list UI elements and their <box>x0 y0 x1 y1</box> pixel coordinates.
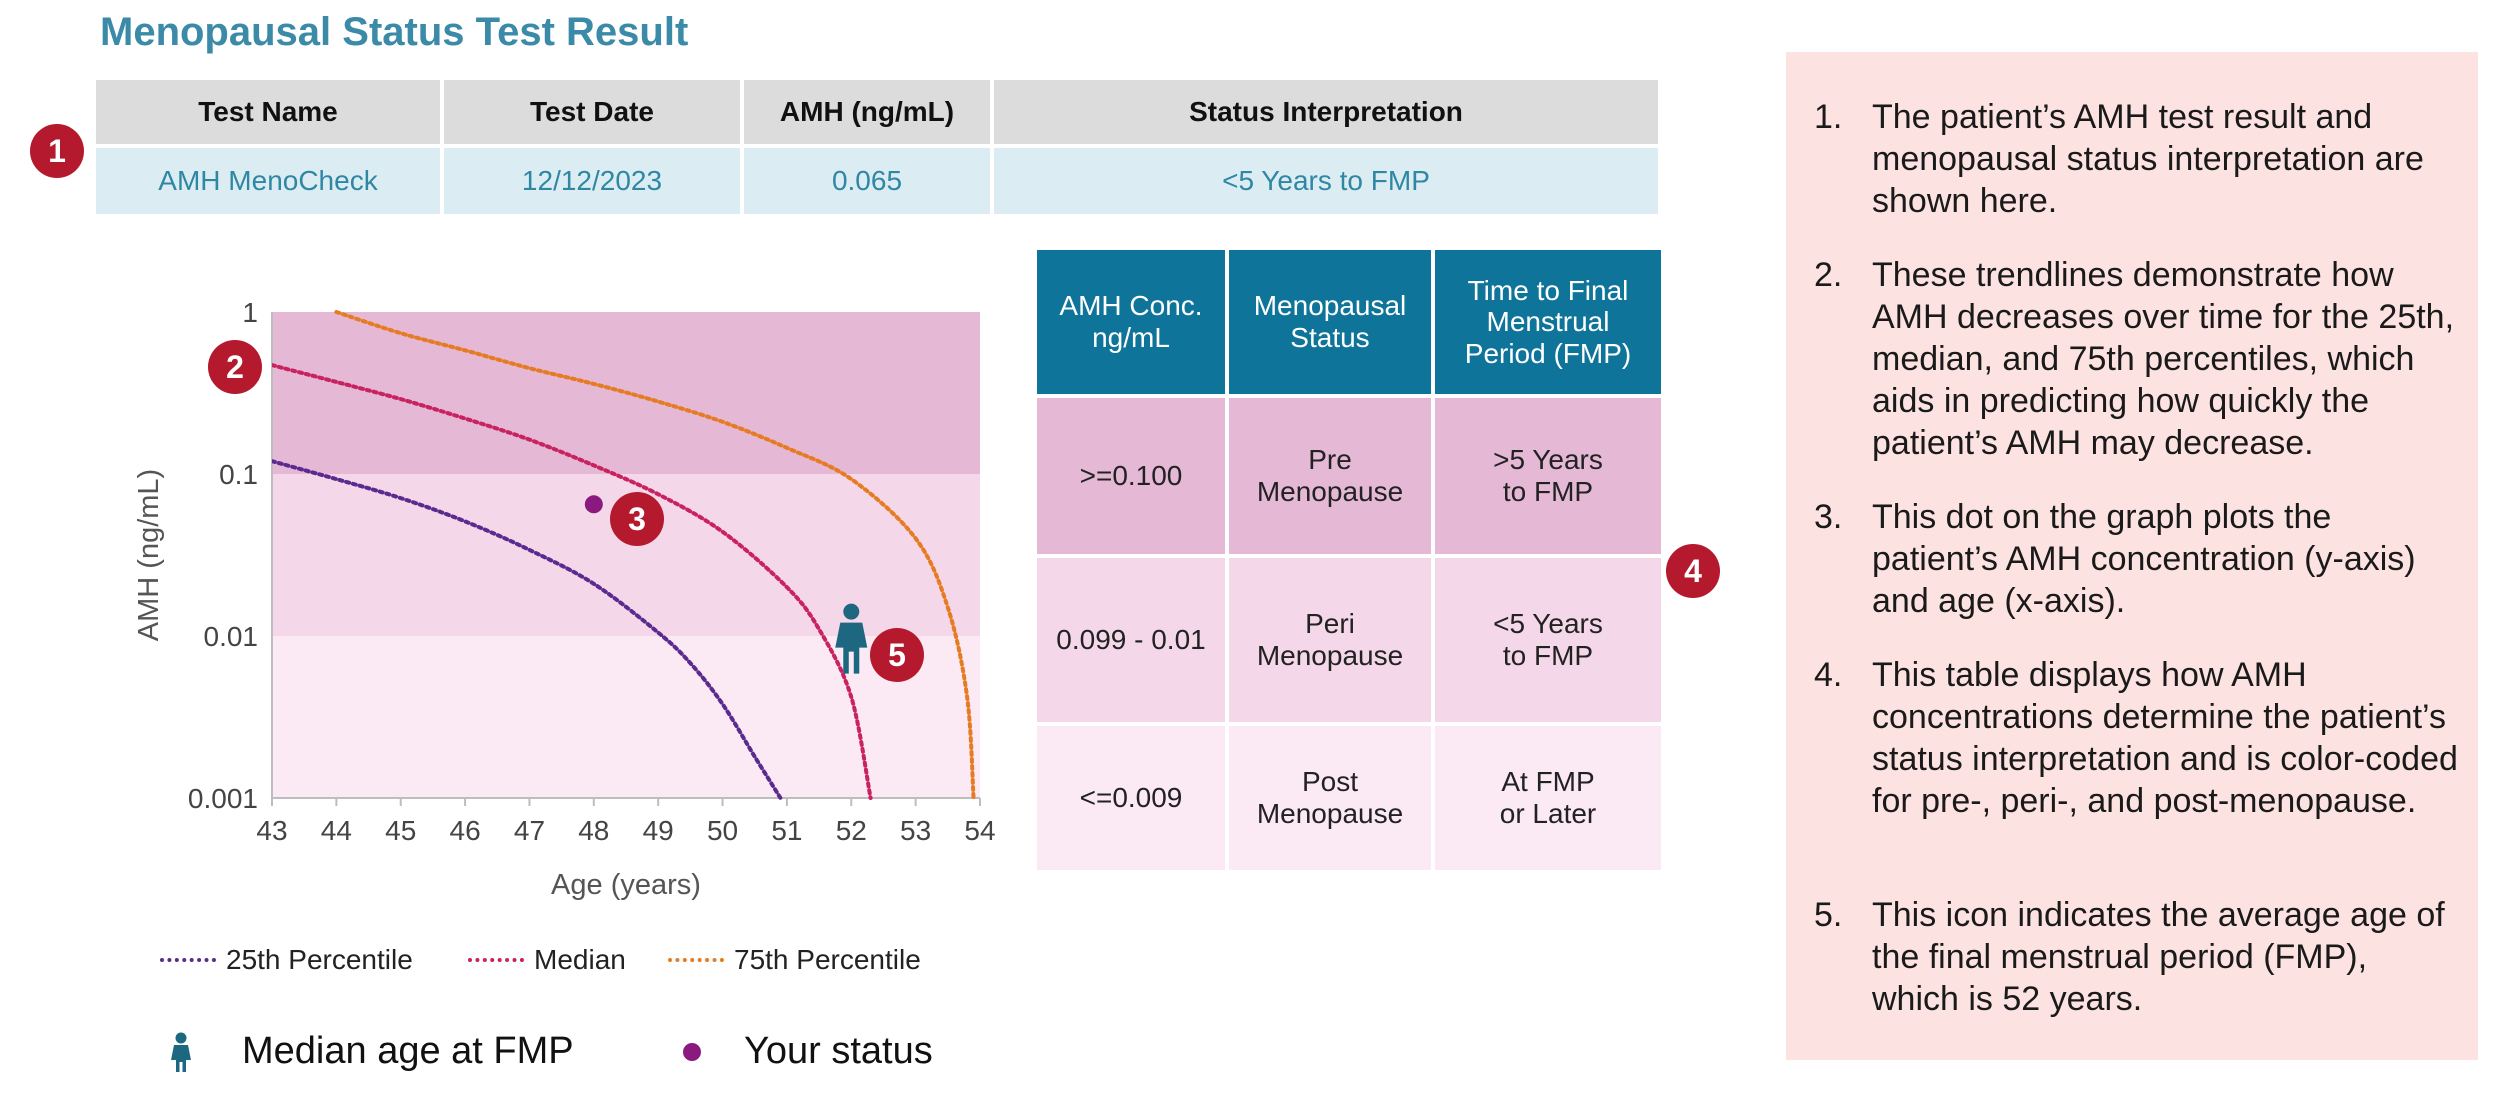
patient-status-dot <box>584 495 603 514</box>
header-amh-conc: AMH Conc. ng/mL <box>1037 250 1225 394</box>
fmp-woman-icon <box>835 603 868 674</box>
header-time-to-fmp: Time to Final Menstrual Period (FMP) <box>1435 250 1661 394</box>
legend-25th: 25th Percentile <box>160 944 413 976</box>
notes-panel: 1. The patient’s AMH test result and meno… <box>1786 52 2478 1060</box>
x-tick-label: 54 <box>964 815 995 846</box>
y-tick-label: 0.01 <box>204 621 259 652</box>
legend-75th: 75th Percentile <box>668 944 921 976</box>
value-test-date: 12/12/2023 <box>444 148 740 214</box>
series-line <box>272 363 873 800</box>
woman-icon <box>171 1032 191 1072</box>
badge-4: 4 <box>1666 544 1720 598</box>
status-pre: Pre Menopause <box>1229 398 1431 554</box>
status-table: AMH Conc. ng/mL Menopausal Status Time t… <box>1033 246 1665 874</box>
time-post: At FMP or Later <box>1435 726 1661 870</box>
badge-3: 3 <box>610 492 664 546</box>
badge-2: 2 <box>208 340 262 394</box>
row-post-menopause: <=0.009 Post Menopause At FMP or Later <box>1037 726 1661 870</box>
y-tick-label: 1 <box>242 297 258 328</box>
time-peri: <5 Years to FMP <box>1435 558 1661 722</box>
time-pre: >5 Years to FMP <box>1435 398 1661 554</box>
x-tick-label: 44 <box>321 815 352 846</box>
x-tick-label: 43 <box>256 815 287 846</box>
status-peri: Peri Menopause <box>1229 558 1431 722</box>
value-amh: 0.065 <box>744 148 990 214</box>
legend-75th-label: 75th Percentile <box>734 944 921 975</box>
header-test-date: Test Date <box>444 80 740 144</box>
status-header-row: AMH Conc. ng/mL Menopausal Status Time t… <box>1037 250 1661 394</box>
x-axis-label: Age (years) <box>551 869 701 901</box>
x-tick-label: 53 <box>900 815 931 846</box>
status-post: Post Menopause <box>1229 726 1431 870</box>
page-title: Menopausal Status Test Result <box>100 10 689 54</box>
note-text: This dot on the graph plots the patient’… <box>1872 498 2416 620</box>
x-tick-label: 48 <box>578 815 609 846</box>
legend-25th-swatch <box>160 958 216 962</box>
status-band <box>272 636 980 798</box>
note-text: This icon indicates the average age of t… <box>1872 896 2445 1018</box>
badge-1: 1 <box>30 124 84 178</box>
status-dot-icon <box>683 1042 701 1061</box>
value-test-name: AMH MenoCheck <box>96 148 440 214</box>
y-axis-label: AMH (ng/mL) <box>133 469 165 641</box>
legend-median-label: Median <box>534 944 626 975</box>
series-line <box>334 310 976 800</box>
note-number: 3. <box>1814 498 1843 536</box>
note-text: The patient’s AMH test result and menopa… <box>1872 98 2424 220</box>
legend-fmp: Median age at FMP <box>168 1030 574 1073</box>
legend-25th-label: 25th Percentile <box>226 944 413 975</box>
conc-pre: >=0.100 <box>1037 398 1225 554</box>
result-value-row: AMH MenoCheck 12/12/2023 0.065 <5 Years … <box>96 148 1658 214</box>
row-pre-menopause: >=0.100 Pre Menopause >5 Years to FMP <box>1037 398 1661 554</box>
x-tick-label: 51 <box>771 815 802 846</box>
note-text: This table displays how AMH concentratio… <box>1872 656 2458 820</box>
conc-post: <=0.009 <box>1037 726 1225 870</box>
note-number: 2. <box>1814 256 1843 294</box>
header-test-name: Test Name <box>96 80 440 144</box>
row-peri-menopause: 0.099 - 0.01 Peri Menopause <5 Years to … <box>1037 558 1661 722</box>
header-menopausal-status: Menopausal Status <box>1229 250 1431 394</box>
note-text: These trendlines demonstrate how AMH dec… <box>1872 256 2455 462</box>
legend-status: Your status <box>682 1030 933 1073</box>
x-tick-label: 49 <box>643 815 674 846</box>
legend-fmp-label: Median age at FMP <box>242 1030 574 1072</box>
x-tick-label: 46 <box>450 815 481 846</box>
legend-75th-swatch <box>668 958 724 962</box>
result-header-row: Test Name Test Date AMH (ng/mL) Status I… <box>96 80 1658 144</box>
header-status: Status Interpretation <box>994 80 1658 144</box>
legend-median-swatch <box>468 958 524 962</box>
fmp-icon-body <box>835 622 868 674</box>
x-tick-label: 47 <box>514 815 545 846</box>
amh-chart: 43 44 45 46 47 48 49 50 51 52 53 5410.10.010.001Age… <box>133 297 996 901</box>
x-tick-label: 45 <box>385 815 416 846</box>
legend-median: Median <box>468 944 626 976</box>
x-tick-label: 50 <box>707 815 738 846</box>
fmp-icon-head <box>843 603 860 620</box>
x-tick-label: 52 <box>836 815 867 846</box>
result-table: Test Name Test Date AMH (ng/mL) Status I… <box>92 76 1662 218</box>
conc-peri: 0.099 - 0.01 <box>1037 558 1225 722</box>
header-amh: AMH (ng/mL) <box>744 80 990 144</box>
value-status: <5 Years to FMP <box>994 148 1658 214</box>
legend-status-label: Your status <box>744 1030 933 1072</box>
note-number: 1. <box>1814 98 1843 136</box>
badge-5: 5 <box>870 628 924 682</box>
note-number: 4. <box>1814 656 1843 694</box>
note-number: 5. <box>1814 896 1843 934</box>
series-line <box>272 459 783 800</box>
y-tick-label: 0.1 <box>219 459 258 490</box>
y-tick-label: 0.001 <box>188 783 258 814</box>
